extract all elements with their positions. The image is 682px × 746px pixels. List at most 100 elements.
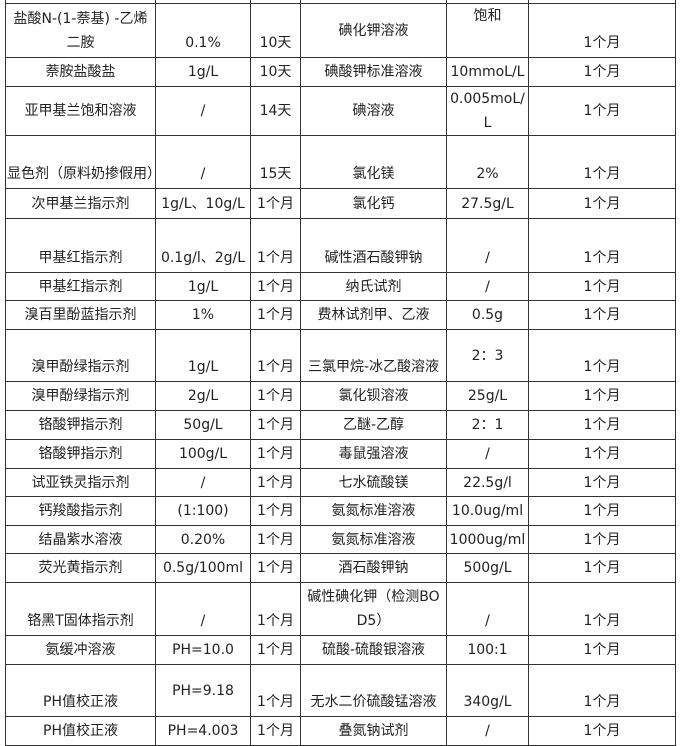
concentration-2-cell: 25g/L bbox=[446, 381, 529, 411]
reagent-name-cell: 钙羧酸指示剂 bbox=[5, 496, 156, 526]
validity-period-cell: 1个月 bbox=[250, 468, 301, 497]
table-row: 钙羧酸指示剂 (1:100) 1个月 氨氮标准溶液 10.0ug/ml 1个月 bbox=[5, 496, 676, 526]
concentration-2-cell: 100:1 bbox=[446, 635, 529, 665]
validity-period-cell: 1个月 bbox=[250, 582, 301, 636]
reagent-name-2-cell: 氯化镁 bbox=[300, 135, 447, 189]
concentration-cell: 50g/L bbox=[155, 410, 251, 440]
reagent-name-cell: 盐酸N-(1-萘基) -乙烯二胺 bbox=[5, 3, 156, 58]
reagent-name-cell: 溴甲酚绿指示剂 bbox=[5, 381, 156, 411]
concentration-2-cell: 500g/L bbox=[446, 553, 529, 583]
concentration-2-cell: 饱和 bbox=[446, 3, 529, 58]
table-row: 溴甲酚绿指示剂 2g/L 1个月 氯化钡溶液 25g/L 1个月 bbox=[5, 381, 676, 411]
validity-period-cell: 1个月 bbox=[250, 272, 301, 301]
concentration-2-cell: 10mmoL/L bbox=[446, 57, 529, 87]
concentration-2-cell: 2% bbox=[446, 135, 529, 189]
validity-period-2-cell: 1个月 bbox=[528, 635, 676, 665]
reagent-name-cell: 铬黑T固体指示剂 bbox=[5, 582, 156, 636]
table-row: 氨缓冲溶液 PH=10.0 1个月 硫酸-硫酸银溶液 100:1 1个月 bbox=[5, 635, 676, 665]
reagent-name-2-cell: 酒石酸钾钠 bbox=[300, 553, 447, 583]
concentration-2-cell: 27.5g/L bbox=[446, 188, 529, 219]
concentration-cell: / bbox=[155, 86, 251, 136]
concentration-cell: 0.1g/l、2g/L bbox=[155, 218, 251, 273]
reagent-name-2-cell: 乙醚-乙醇 bbox=[300, 410, 447, 440]
concentration-cell: (1:100) bbox=[155, 496, 251, 526]
table-row: 甲基红指示剂 1g/L 1个月 纳氏试剂/1个月 bbox=[5, 272, 676, 301]
reagent-name-cell: 甲基红指示剂 bbox=[5, 272, 156, 301]
validity-period-cell: 1个月 bbox=[250, 635, 301, 665]
concentration-cell: 0.5g/100ml bbox=[155, 553, 251, 583]
validity-period-cell: 1个月 bbox=[250, 439, 301, 469]
validity-period-cell: 1个月 bbox=[250, 525, 301, 554]
validity-period-2-cell: 1个月 bbox=[528, 188, 676, 219]
reagent-name-2-cell: 氨氮标准溶液 bbox=[300, 496, 447, 526]
concentration-cell: 0.1% bbox=[155, 3, 251, 58]
reagent-name-2-cell: 纳氏试剂 bbox=[300, 272, 447, 301]
validity-period-cell: 1个月 bbox=[250, 553, 301, 583]
table-row: 铬黑T固体指示剂/1个月 碱性碘化钾（检测BOD5）/1个月 bbox=[5, 582, 676, 636]
reagent-name-cell: PH值校正液 bbox=[5, 716, 156, 746]
reagent-name-2-cell: 氯化钡溶液 bbox=[300, 381, 447, 411]
validity-period-2-cell: 1个月 bbox=[528, 86, 676, 136]
validity-period-2-cell: 1个月 bbox=[528, 300, 676, 330]
reagent-name-cell: 溴甲酚绿指示剂 bbox=[5, 329, 156, 382]
reagent-name-2-cell: 无水二价硫酸锰溶液 bbox=[300, 664, 447, 717]
concentration-2-cell: 340g/L bbox=[446, 664, 529, 717]
reagent-validity-table: 盐酸N-(1-萘基) -乙烯二胺 0.1% 10天 碘化钾溶液 饱和 1个月 萘胺盐酸盐 1g… bbox=[5, 0, 676, 746]
concentration-cell: 1g/L bbox=[155, 329, 251, 382]
validity-period-2-cell: 1个月 bbox=[528, 329, 676, 382]
table-row: PH值校正液 PH=9.18 1个月 无水二价硫酸锰溶液 340g/L 1个月 bbox=[5, 664, 676, 717]
table-row: 盐酸N-(1-萘基) -乙烯二胺 0.1% 10天 碘化钾溶液 饱和 1个月 bbox=[5, 3, 676, 58]
concentration-2-cell: 10.0ug/ml bbox=[446, 496, 529, 526]
validity-period-2-cell: 1个月 bbox=[528, 218, 676, 273]
reagent-name-2-cell: 氨氮标准溶液 bbox=[300, 525, 447, 554]
reagent-name-2-cell: 三氯甲烷-冰乙酸溶液 bbox=[300, 329, 447, 382]
concentration-cell: 2g/L bbox=[155, 381, 251, 411]
validity-period-2-cell: 1个月 bbox=[528, 381, 676, 411]
reagent-name-2-cell: 费林试剂甲、乙液 bbox=[300, 300, 447, 330]
concentration-2-cell: / bbox=[446, 716, 529, 746]
reagent-name-2-cell: 硫酸-硫酸银溶液 bbox=[300, 635, 447, 665]
validity-period-2-cell: 1个月 bbox=[528, 525, 676, 554]
validity-period-2-cell: 1个月 bbox=[528, 439, 676, 469]
table-row: 亚甲基兰饱和溶液/14天 碘溶液 0.005moL/L 1个月 bbox=[5, 86, 676, 136]
concentration-cell: / bbox=[155, 582, 251, 636]
validity-period-2-cell: 1个月 bbox=[528, 496, 676, 526]
reagent-name-cell: 萘胺盐酸盐 bbox=[5, 57, 156, 87]
validity-period-2-cell: 1个月 bbox=[528, 664, 676, 717]
table-row: 试亚铁灵指示剂/1个月 七水硫酸镁 22.5g/l 1个月 bbox=[5, 468, 676, 497]
reagent-name-cell: 亚甲基兰饱和溶液 bbox=[5, 86, 156, 136]
validity-period-cell: 1个月 bbox=[250, 300, 301, 330]
concentration-2-cell: / bbox=[446, 218, 529, 273]
validity-period-2-cell: 1个月 bbox=[528, 410, 676, 440]
concentration-cell: 1g/L、10g/L bbox=[155, 188, 251, 219]
concentration-2-cell: 1000ug/ml bbox=[446, 525, 529, 554]
reagent-name-2-cell: 碱性酒石酸钾钠 bbox=[300, 218, 447, 273]
table-body: 盐酸N-(1-萘基) -乙烯二胺 0.1% 10天 碘化钾溶液 饱和 1个月 萘胺盐酸盐 1g… bbox=[5, 0, 676, 746]
reagent-name-2-cell: 氯化钙 bbox=[300, 188, 447, 219]
reagent-name-2-cell: 碱性碘化钾（检测BOD5） bbox=[300, 582, 447, 636]
reagent-name-cell: 结晶紫水溶液 bbox=[5, 525, 156, 554]
validity-period-cell: 1个月 bbox=[250, 381, 301, 411]
validity-period-2-cell: 1个月 bbox=[528, 135, 676, 189]
table-row: 结晶紫水溶液 0.20% 1个月 氨氮标准溶液 1000ug/ml 1个月 bbox=[5, 525, 676, 554]
concentration-2-cell: 2：1 bbox=[446, 410, 529, 440]
concentration-2-cell: 0.5g bbox=[446, 300, 529, 330]
validity-period-2-cell: 1个月 bbox=[528, 582, 676, 636]
reagent-name-2-cell: 碘酸钾标准溶液 bbox=[300, 57, 447, 87]
table-row: 显色剂（原料奶掺假用）/15天 氯化镁 2% 1个月 bbox=[5, 135, 676, 189]
concentration-cell: PH=4.003 bbox=[155, 716, 251, 746]
concentration-cell: 1% bbox=[155, 300, 251, 330]
validity-period-2-cell: 1个月 bbox=[528, 468, 676, 497]
reagent-name-cell: 显色剂（原料奶掺假用） bbox=[5, 135, 156, 189]
concentration-cell: PH=9.18 bbox=[155, 664, 251, 717]
concentration-2-cell: 22.5g/l bbox=[446, 468, 529, 497]
validity-period-cell: 10天 bbox=[250, 3, 301, 58]
validity-period-2-cell: 1个月 bbox=[528, 716, 676, 746]
validity-period-cell: 1个月 bbox=[250, 496, 301, 526]
validity-period-cell: 10天 bbox=[250, 57, 301, 87]
concentration-2-cell: / bbox=[446, 439, 529, 469]
validity-period-cell: 1个月 bbox=[250, 716, 301, 746]
reagent-name-cell: 氨缓冲溶液 bbox=[5, 635, 156, 665]
concentration-cell: PH=10.0 bbox=[155, 635, 251, 665]
validity-period-2-cell: 1个月 bbox=[528, 553, 676, 583]
